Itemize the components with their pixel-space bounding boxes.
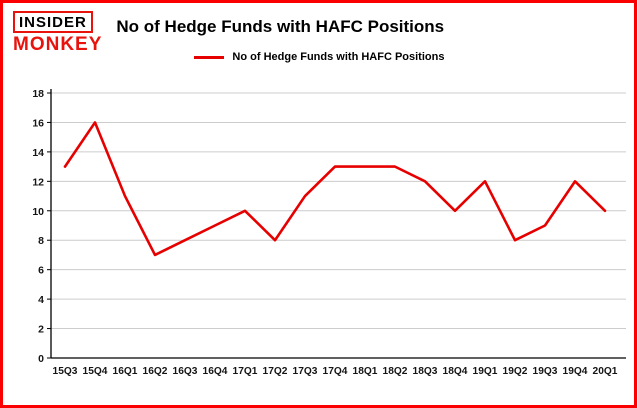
title-block: No of Hedge Funds with HAFC Positions No… <box>116 11 444 63</box>
y-axis-label: 16 <box>32 117 44 129</box>
data-series-line <box>63 121 607 257</box>
y-axis-label: 14 <box>32 147 44 159</box>
x-axis-label: 19Q4 <box>563 366 588 377</box>
legend-label: No of Hedge Funds with HAFC Positions <box>232 51 445 63</box>
x-axis-label: 15Q3 <box>53 366 78 377</box>
y-axis-label: 12 <box>32 176 44 188</box>
x-axis-label: 18Q3 <box>413 366 438 377</box>
x-axis-label: 18Q2 <box>383 366 408 377</box>
x-axis-label: 16Q4 <box>203 366 228 377</box>
x-axis-label: 17Q4 <box>323 366 348 377</box>
y-axis-label: 4 <box>38 294 44 306</box>
logo-monkey-text: MONKEY <box>13 34 103 55</box>
x-axis-label: 18Q1 <box>353 366 378 377</box>
chart-header: INSIDER MONKEY No of Hedge Funds with HA… <box>13 11 624 63</box>
y-axis-label: 6 <box>38 265 44 277</box>
x-axis-label: 15Q4 <box>83 366 108 377</box>
x-axis-label: 16Q2 <box>143 366 168 377</box>
x-axis-label: 16Q1 <box>113 366 138 377</box>
x-axis-label: 20Q1 <box>593 366 618 377</box>
y-axis-label: 8 <box>38 235 44 247</box>
insider-monkey-logo: INSIDER MONKEY <box>13 11 102 54</box>
x-axis-label: 17Q2 <box>263 366 288 377</box>
x-axis-label: 17Q1 <box>233 366 258 377</box>
y-axis-label: 18 <box>32 88 44 100</box>
x-axis-label: 19Q2 <box>503 366 528 377</box>
page-title: No of Hedge Funds with HAFC Positions <box>116 17 445 36</box>
x-axis-label: 17Q3 <box>293 366 318 377</box>
legend-line-swatch <box>194 55 225 59</box>
chart-legend: No of Hedge Funds with HAFC Positions <box>194 51 444 63</box>
x-axis-label: 16Q3 <box>173 366 198 377</box>
x-axis-label: 19Q3 <box>533 366 558 377</box>
y-axis-label: 10 <box>32 206 44 218</box>
y-axis-label: 2 <box>38 324 44 336</box>
x-axis-label: 18Q4 <box>443 366 468 377</box>
logo-insider-text: INSIDER <box>13 11 93 33</box>
x-axis-label: 19Q1 <box>473 366 498 377</box>
y-axis-label: 0 <box>38 353 44 365</box>
line-chart: 0 2 4 6 8 10 12 14 16 18 15Q3 15Q4 16Q1 16Q2 16Q3 16Q4 1… <box>32 88 626 377</box>
